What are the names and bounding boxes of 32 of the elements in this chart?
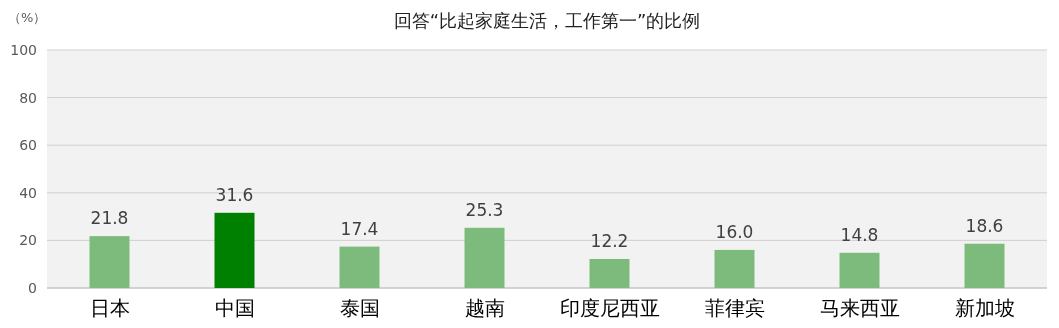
y-tick-label: 100 <box>10 42 37 58</box>
y-tick-label: 80 <box>19 89 37 106</box>
y-axis-title: （%） <box>8 10 47 25</box>
y-tick-label: 40 <box>19 184 37 201</box>
x-tick-label: 泰国 <box>339 296 380 320</box>
y-tick-label: 60 <box>19 137 37 154</box>
x-tick-label: 日本 <box>89 296 130 320</box>
data-label: 18.6 <box>965 215 1004 236</box>
x-tick-label: 菲律宾 <box>704 296 765 320</box>
data-label: 21.8 <box>90 208 129 229</box>
bar <box>464 227 505 288</box>
x-tick-label: 新加坡 <box>954 296 1015 320</box>
x-tick-label: 越南 <box>464 296 505 320</box>
bar <box>339 246 380 288</box>
data-label: 12.2 <box>590 230 629 251</box>
data-label: 14.8 <box>840 224 879 245</box>
bar <box>839 252 880 288</box>
y-tick-label: 0 <box>28 280 37 296</box>
bar <box>89 236 130 288</box>
bar <box>589 258 630 288</box>
data-label: 17.4 <box>340 218 379 239</box>
bar <box>964 243 1005 288</box>
x-tick-label: 马来西亚 <box>819 296 900 320</box>
x-tick-label: 中国 <box>214 296 255 320</box>
bar <box>714 249 755 288</box>
data-label: 16.0 <box>715 221 754 242</box>
chart-title: 回答“比起家庭生活，工作第一”的比例 <box>393 10 701 31</box>
y-tick-label: 20 <box>19 232 37 249</box>
bar <box>214 212 255 288</box>
data-label: 25.3 <box>465 199 504 220</box>
x-tick-label: 印度尼西亚 <box>559 296 660 320</box>
data-label: 31.6 <box>215 184 254 205</box>
